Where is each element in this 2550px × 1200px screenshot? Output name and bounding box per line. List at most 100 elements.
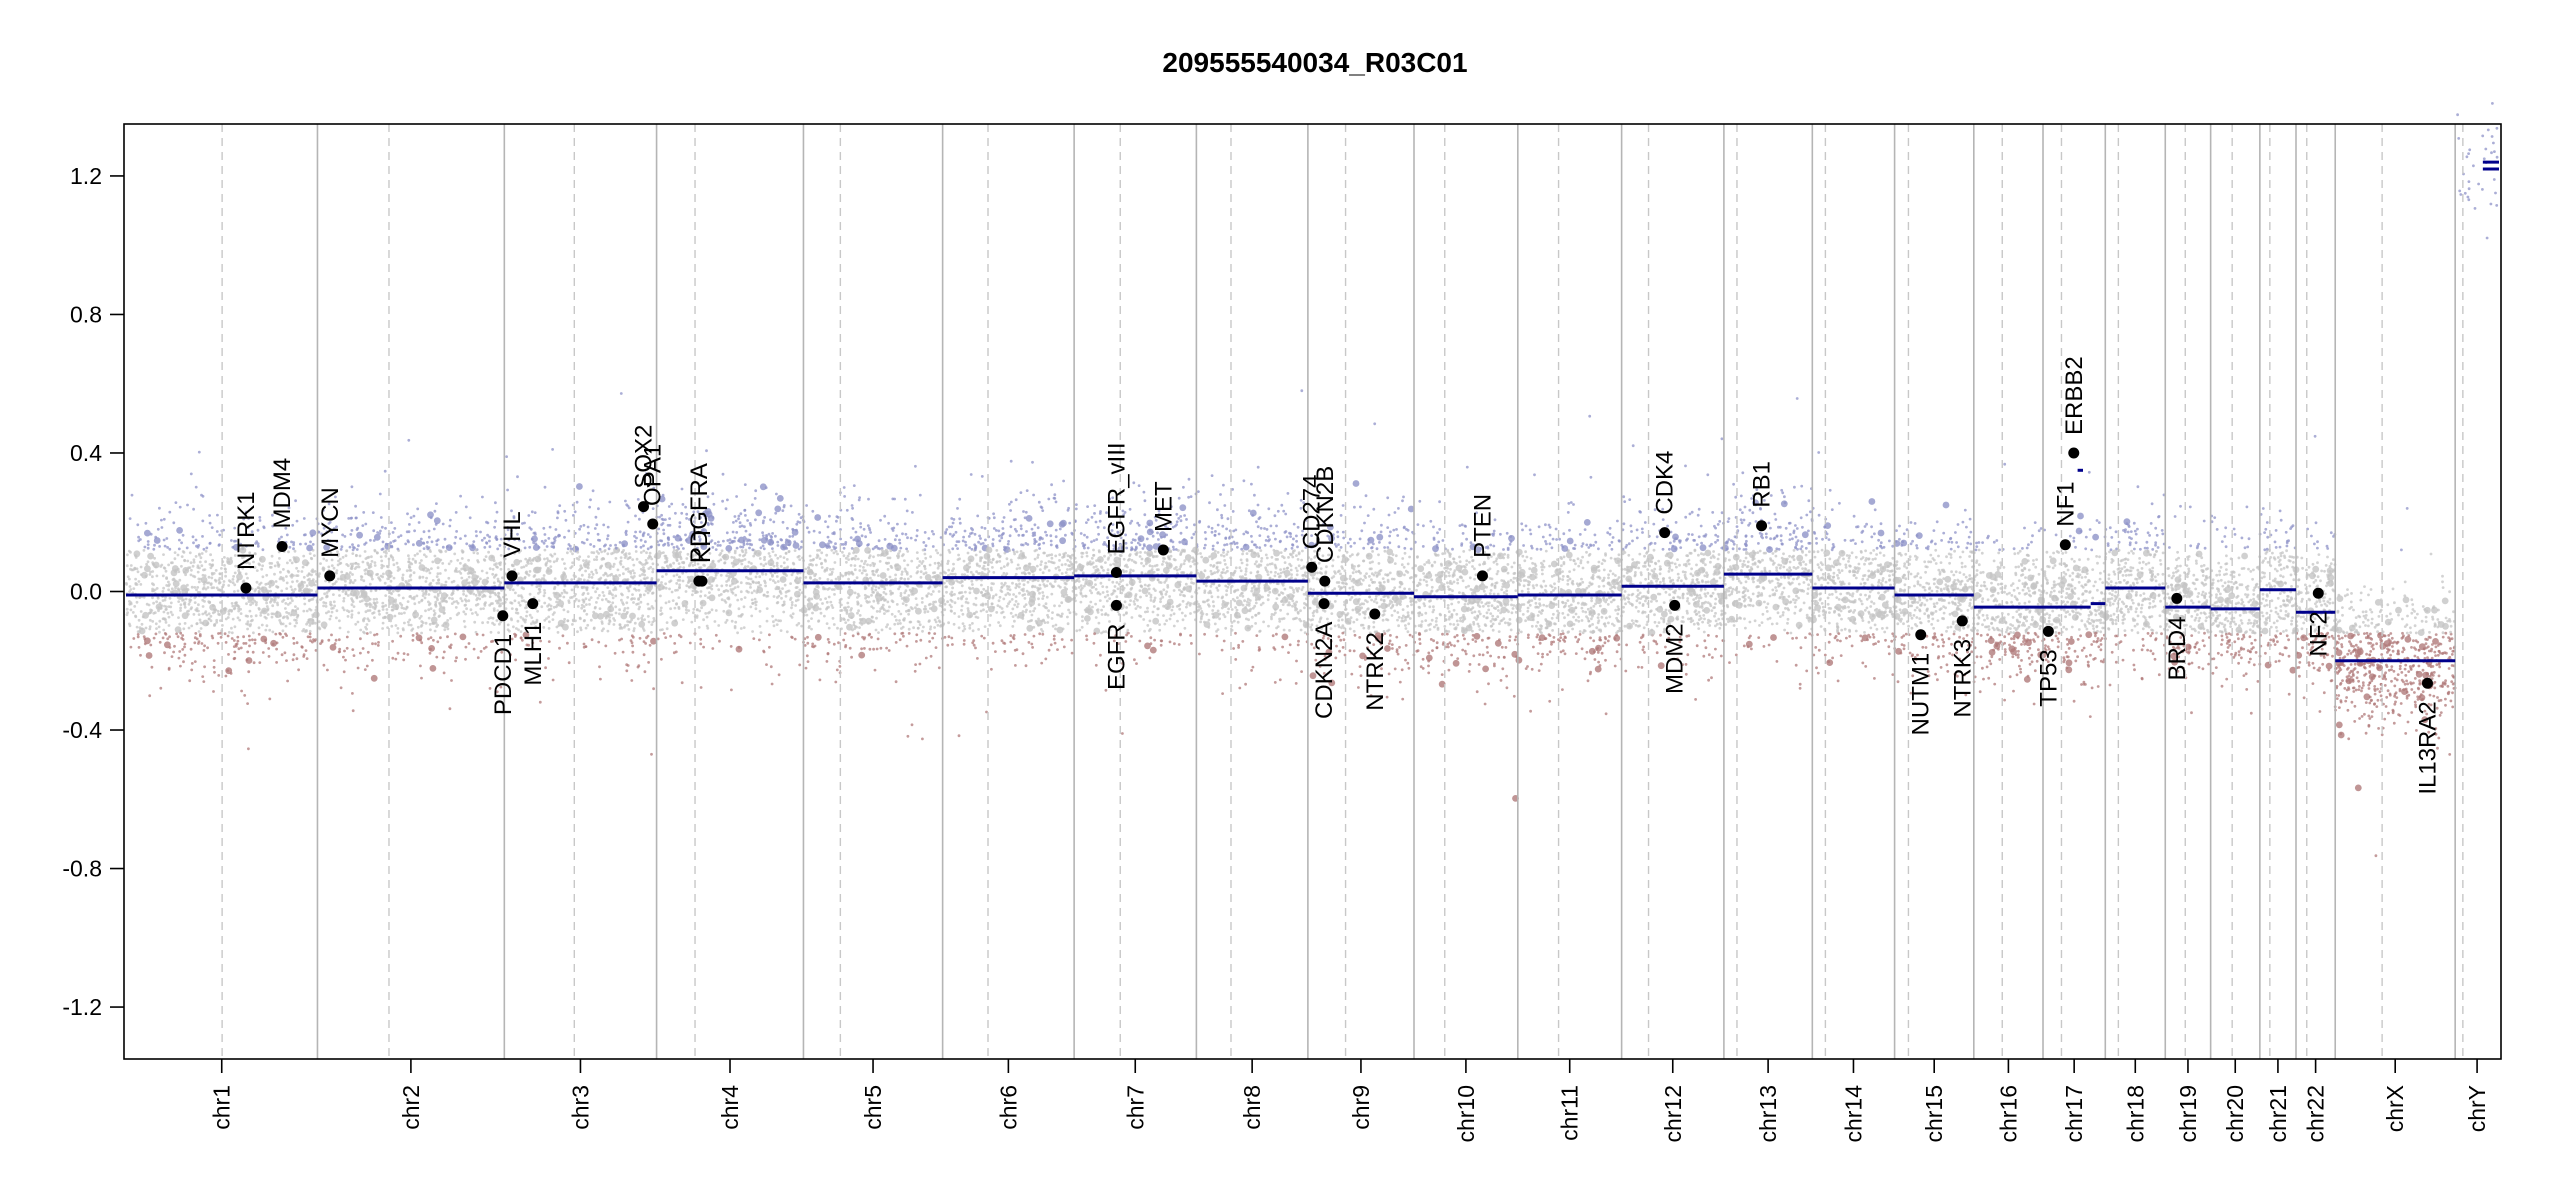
probe-point [769,665,773,669]
probe-point [1010,560,1014,564]
probe-point [352,605,356,608]
probe-point [890,599,894,603]
probe-point [190,568,193,572]
probe-point [422,568,426,572]
probe-point [164,641,171,649]
probe-point [836,626,839,630]
probe-point [669,616,673,619]
probe-point [209,553,213,557]
probe-point [949,598,953,602]
probe-point [233,604,237,608]
probe-point [188,598,192,601]
probe-point [665,621,669,624]
probe-point [198,553,201,557]
probe-point [717,559,721,563]
probe-point [1013,603,1017,607]
probe-point [744,529,748,533]
probe-point [758,625,762,628]
probe-point [344,658,347,662]
probe-point [181,533,185,537]
probe-point [189,561,193,565]
probe-point [595,523,599,527]
probe-point [464,645,468,649]
probe-point [790,636,794,639]
probe-point [293,587,297,591]
probe-point [782,610,786,614]
probe-point [824,559,827,563]
probe-point [905,547,908,551]
probe-point [474,603,478,607]
probe-point [643,584,647,587]
probe-point [587,555,590,558]
probe-point [342,599,346,603]
probe-point [246,526,250,530]
probe-point [310,534,314,538]
probe-point [1019,550,1023,553]
probe-point [912,626,915,630]
probe-point [342,670,346,674]
probe-point [1014,572,1018,576]
probe-point [394,600,397,604]
probe-point [862,566,865,569]
probe-point [480,569,484,573]
probe-point [575,557,579,560]
probe-point [578,527,581,531]
probe-point [199,627,203,630]
probe-point [639,600,643,604]
probe-point [136,633,140,636]
probe-point [867,550,871,554]
probe-point [125,613,129,617]
probe-point [1043,565,1047,568]
probe-point [778,590,782,594]
probe-point [234,564,238,568]
probe-point [637,597,640,601]
probe-point [571,552,574,556]
probe-point [495,510,499,514]
probe-point [842,486,846,489]
probe-point [871,590,875,594]
probe-point [217,588,220,592]
probe-point [1037,500,1041,504]
probe-point [230,626,233,630]
probe-point [168,510,172,514]
probe-point [936,616,940,620]
probe-point [1011,607,1015,611]
probe-point [830,548,834,552]
probe-point [990,667,993,671]
probe-point [685,611,688,615]
probe-point [597,578,601,581]
probe-point [205,546,209,550]
probe-point [459,561,462,565]
probe-point [278,619,282,622]
probe-point [565,591,569,595]
probe-point [349,533,353,536]
probe-point [528,570,532,573]
probe-point [158,601,162,605]
probe-point [335,569,339,572]
probe-point [600,550,603,554]
probe-point [286,679,289,683]
probe-point [717,540,720,544]
probe-point [197,642,200,645]
probe-point [945,590,948,594]
probe-point [681,561,684,564]
probe-point [675,545,679,549]
probe-point [327,565,331,569]
probe-point [413,615,417,619]
probe-point [631,650,635,654]
probe-point [305,657,309,660]
probe-point [625,601,629,605]
probe-point [1016,602,1020,606]
probe-point [564,518,568,522]
probe-point [251,601,255,605]
probe-point [853,568,857,572]
probe-point [651,620,655,624]
probe-point [595,555,599,559]
probe-point [810,617,813,620]
probe-point [254,614,258,618]
probe-point [635,557,639,561]
probe-point [355,528,359,531]
probe-point [267,647,271,650]
probe-point [843,632,847,635]
probe-point [390,521,393,524]
